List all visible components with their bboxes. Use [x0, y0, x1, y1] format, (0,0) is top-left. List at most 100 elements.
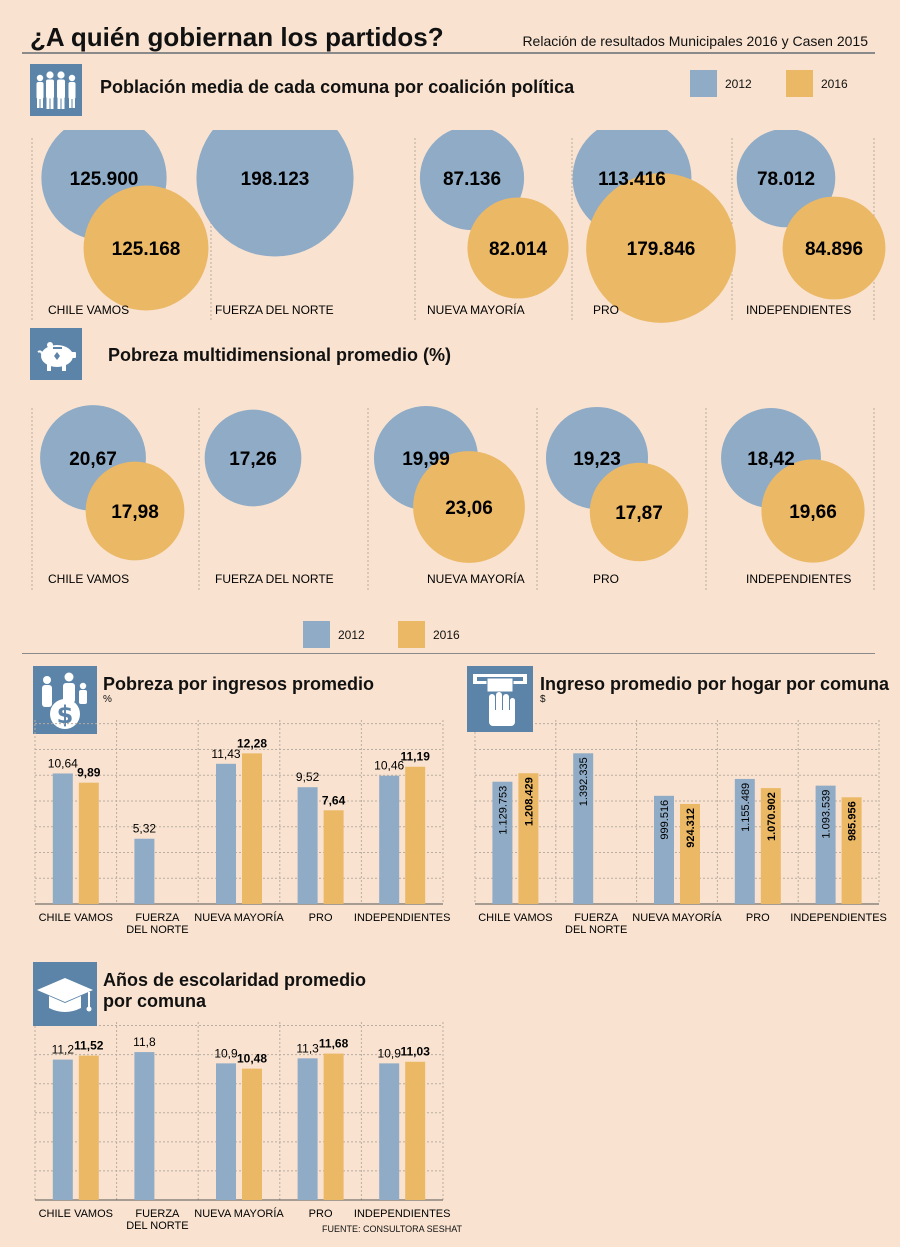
title-divider	[22, 52, 875, 54]
category-label-pro: PRO	[593, 303, 619, 317]
bar-2012-nueva-mayoria	[216, 1063, 236, 1200]
value-label-2012-fuerza-del-norte: 1.392.335	[578, 757, 590, 806]
category-label-fuerza-del-norte-line2: DEL NORTE	[126, 1220, 188, 1232]
category-label-chile-vamos: CHILE VAMOS	[39, 1208, 113, 1220]
value-label-2016-nueva-mayoria: 23,06	[445, 498, 493, 519]
bar-2016-independientes	[841, 797, 862, 904]
value-label-2012-fuerza-del-norte: 198.123	[241, 169, 310, 190]
bar-2016-independientes	[405, 766, 426, 904]
value-label-2016-pro: 179.846	[627, 239, 696, 260]
bar-2012-independientes	[815, 785, 836, 904]
category-label-chile-vamos: CHILE VAMOS	[39, 912, 113, 924]
value-label-2012-pro: 19,23	[573, 449, 621, 470]
value-label-2016-chile-vamos: 17,98	[111, 502, 159, 523]
legend-item-2016: 2016	[786, 70, 848, 97]
value-label-2016-nueva-mayoria: 10,48	[237, 1052, 267, 1066]
bubble-2016-pro	[589, 462, 689, 562]
bar-2016-pro	[323, 810, 344, 904]
section-title-income-poverty: Pobreza por ingresos promedio	[103, 674, 375, 694]
category-label-nueva-mayoria: NUEVA MAYORÍA	[427, 302, 525, 317]
value-label-2016-pro: 11,68	[319, 1037, 349, 1051]
section-title-schooling-line1: Años de escolaridad promedio	[103, 970, 367, 990]
value-label-2012-independientes: 78.012	[757, 169, 815, 190]
category-label-nueva-mayoria: NUEVA MAYORÍA	[194, 1207, 284, 1220]
bar-2016-chile-vamos	[518, 773, 539, 904]
poverty-bubble-chart: 20,67 17,98 CHILE VAMOS 17,26 FUERZA DEL NOR…	[31, 405, 875, 591]
bar-2012-nueva-mayoria	[216, 763, 236, 904]
value-label-2016-independientes: 19,66	[789, 502, 837, 523]
category-label-fuerza-del-norte-line2: DEL NORTE	[126, 924, 188, 936]
category-label-fuerza-del-norte-line1: FUERZA	[135, 912, 180, 924]
value-label-2016-independientes: 84.896	[805, 239, 863, 260]
category-label-chile-vamos: CHILE VAMOS	[478, 912, 552, 924]
value-label-2012-fuerza-del-norte: 5,32	[133, 822, 157, 836]
bar-2016-chile-vamos	[78, 782, 99, 904]
middle-divider	[22, 653, 875, 654]
value-label-2016-chile-vamos: 9,89	[77, 766, 101, 780]
bar-2016-nueva-mayoria	[242, 1068, 262, 1200]
category-label-pro: PRO	[746, 912, 770, 924]
value-label-2012-chile-vamos: 10,64	[48, 756, 78, 770]
legend-label-2012: 2012	[725, 76, 752, 91]
value-label-2012-chile-vamos: 125.900	[70, 169, 139, 190]
category-label-chile-vamos: CHILE VAMOS	[48, 303, 129, 317]
atm-cash-icon	[467, 666, 533, 732]
family-dollar-icon: $	[33, 666, 97, 734]
category-label-pro: PRO	[309, 912, 333, 924]
svg-text:$: $	[57, 701, 74, 729]
value-label-2016-chile-vamos: 1.208.429	[523, 777, 535, 826]
page-subtitle: Relación de resultados Municipales 2016 …	[522, 33, 868, 49]
bar-2012-fuerza-del-norte	[134, 1052, 155, 1200]
value-label-2012-fuerza-del-norte: 11,8	[133, 1035, 156, 1049]
source-note: FUENTE: CONSULTORA SESHAT	[322, 1224, 463, 1234]
value-label-2012-independientes: 10,9	[378, 1046, 402, 1060]
category-label-nueva-mayoria: NUEVA MAYORÍA	[632, 911, 722, 924]
value-label-2012-chile-vamos: 11,2	[52, 1043, 75, 1057]
value-label-2012-nueva-mayoria: 87.136	[443, 169, 501, 190]
bar-2016-pro	[760, 788, 781, 904]
category-label-fuerza-del-norte: FUERZA DEL NORTE	[215, 303, 334, 317]
bar-2012-pro	[297, 1058, 318, 1200]
category-label-fuerza-del-norte: FUERZA DEL NORTE	[215, 572, 334, 586]
legend-label-2016: 2016	[821, 76, 848, 91]
value-label-2012-independientes: 18,42	[747, 449, 795, 470]
section-title-population: Población media de cada comuna por coali…	[100, 77, 575, 97]
section-title-schooling-line2: por comuna	[103, 991, 207, 1011]
category-label-fuerza-del-norte-line2: DEL NORTE	[565, 924, 627, 936]
unit-household-income: $	[540, 694, 546, 705]
category-label-fuerza-del-norte-line1: FUERZA	[574, 912, 619, 924]
legend-swatch-2012	[690, 70, 717, 97]
page-title: ¿A quién gobiernan los partidos?	[30, 22, 444, 52]
value-label-2016-nueva-mayoria: 82.014	[489, 239, 548, 260]
value-label-2012-independientes: 1.093.539	[821, 790, 833, 839]
legend-item-2016-mid: 2016	[398, 621, 460, 648]
value-label-2016-pro: 1.070.902	[766, 792, 778, 841]
category-label-independientes: INDEPENDIENTES	[746, 572, 851, 586]
category-label-pro: PRO	[593, 572, 619, 586]
bubble-2016-independientes	[782, 196, 886, 300]
category-label-nueva-mayoria: NUEVA MAYORÍA	[194, 911, 284, 924]
value-label-2016-nueva-mayoria: 924.312	[685, 808, 697, 848]
legend-swatch-2016	[786, 70, 813, 97]
bubble-2016-independientes	[761, 459, 865, 563]
value-label-2012-nueva-mayoria: 999.516	[659, 800, 671, 840]
legend-item-2012-mid: 2012	[303, 621, 365, 648]
unit-income-poverty: %	[103, 694, 112, 705]
category-label-independientes: INDEPENDIENTES	[790, 912, 887, 924]
value-label-2016-chile-vamos: 11,52	[74, 1039, 104, 1053]
bubble-2012-fuerza-del-norte	[196, 130, 354, 257]
bar-2016-nueva-mayoria	[680, 803, 700, 904]
value-label-2012-nueva-mayoria: 19,99	[402, 449, 450, 470]
value-label-2012-pro: 1.155.489	[740, 783, 752, 832]
value-label-2012-fuerza-del-norte: 17,26	[229, 449, 277, 470]
category-label-fuerza-del-norte-line1: FUERZA	[135, 1208, 180, 1220]
graduation-cap-icon	[33, 962, 97, 1026]
category-label-chile-vamos: CHILE VAMOS	[48, 572, 129, 586]
bar-2012-independientes	[379, 775, 400, 904]
bar-2012-chile-vamos	[52, 1059, 73, 1200]
bar-2012-pro	[297, 787, 318, 904]
people-group-icon	[30, 64, 82, 116]
